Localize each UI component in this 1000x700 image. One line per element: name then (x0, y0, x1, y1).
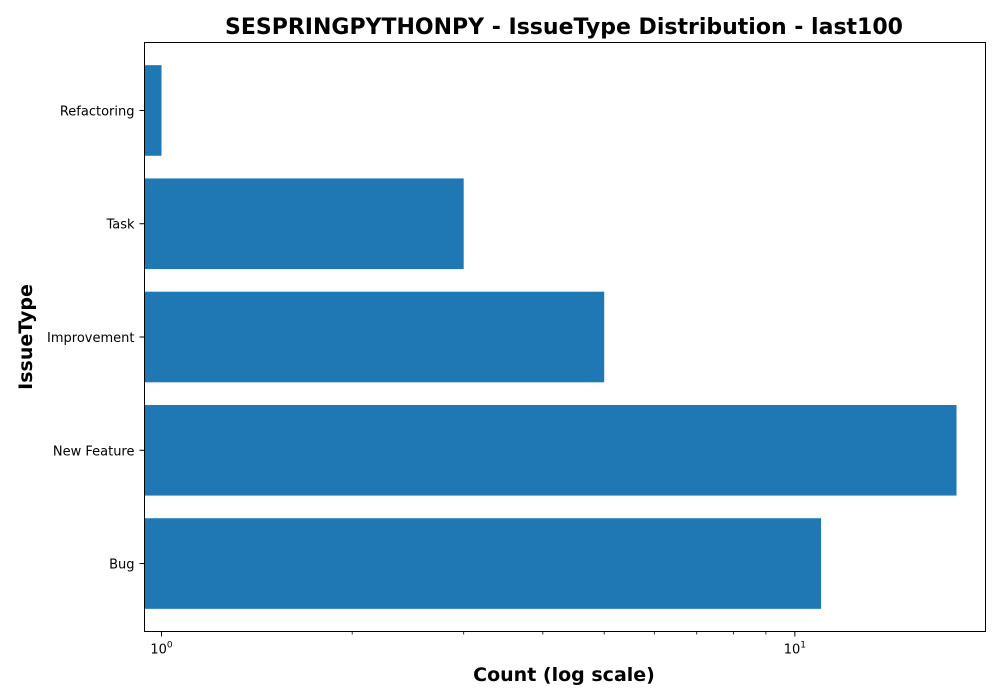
x-tick-label: 101 (784, 641, 806, 658)
bar-improvement (144, 291, 605, 383)
bar-refactoring (144, 65, 162, 156)
y-tick-label-refactoring: Refactoring (60, 104, 135, 119)
y-tick-label-improvement: Improvement (47, 331, 134, 346)
y-tick-label-bug: Bug (109, 558, 134, 573)
y-tick-label-task: Task (105, 218, 135, 233)
bar-task (144, 178, 464, 270)
chart-title: SESPRINGPYTHONPY - IssueType Distributio… (225, 15, 903, 40)
plot-frame (144, 42, 986, 632)
bars (144, 65, 957, 609)
bar-bug (144, 518, 822, 609)
y-axis-ticks: Bug New Feature Improvement Task Refactoring (47, 104, 145, 573)
bar-new-feature (144, 404, 957, 496)
x-axis-label: Count (log scale) (473, 664, 655, 686)
x-tick-label: 100 (150, 641, 173, 658)
x-axis-ticks: 100 101 (150, 631, 806, 658)
y-axis-label: IssueType (15, 284, 37, 390)
y-tick-label-new-feature: New Feature (53, 444, 135, 459)
